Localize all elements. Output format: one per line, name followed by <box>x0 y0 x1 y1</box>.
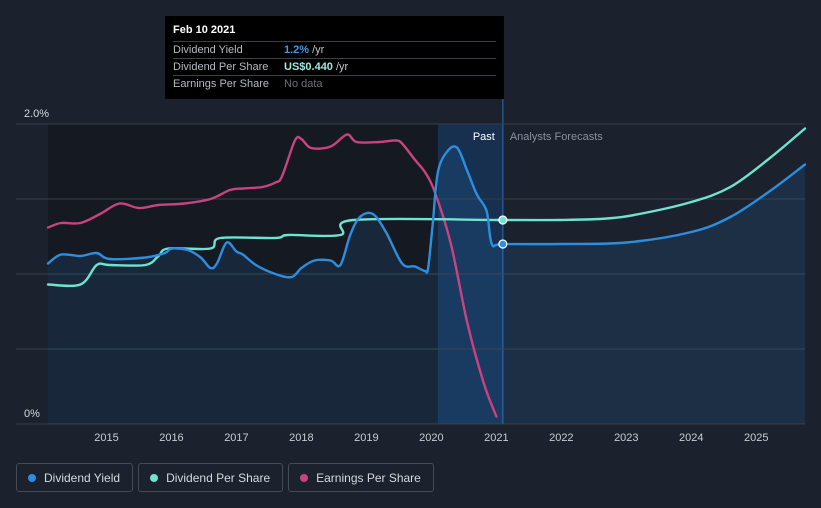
tooltip: Feb 10 2021 Dividend Yield 1.2% /yr Divi… <box>165 16 504 99</box>
series-marker <box>498 215 508 225</box>
tooltip-label: Dividend Yield <box>173 44 243 56</box>
x-tick-label: 2021 <box>484 432 508 444</box>
legend-item-earnings-per-share[interactable]: Earnings Per Share <box>288 463 434 492</box>
tooltip-label: Dividend Per Share <box>173 61 269 73</box>
dividend-yield-line <box>46 145 807 279</box>
x-tick-label: 2019 <box>354 432 378 444</box>
x-tick-label: 2016 <box>159 432 183 444</box>
legend-dot-icon <box>28 473 36 482</box>
dividend-yield-area <box>48 146 805 424</box>
legend-item-dividend-per-share[interactable]: Dividend Per Share <box>138 463 284 492</box>
legend-dot-icon <box>300 473 309 482</box>
legend-label: Dividend Per Share <box>166 470 271 485</box>
y-tick-label: 0% <box>24 408 40 420</box>
y-tick-label: 2.0% <box>24 108 49 120</box>
chart-axis-layer: 2.0% 0% 2015 2016 2017 2018 2019 2020 2021 2022 20… <box>24 108 769 444</box>
tooltip-value: US$0.440 <box>284 61 333 73</box>
legend-item-dividend-yield[interactable]: Dividend Yield <box>16 463 134 492</box>
x-tick-label: 2017 <box>224 432 248 444</box>
tooltip-unit: /yr <box>335 61 349 73</box>
tooltip-unit: /yr <box>312 44 325 56</box>
x-tick-label: 2018 <box>289 432 313 444</box>
legend-label: Earnings Per Share <box>316 470 421 485</box>
chart-area-layer <box>48 146 805 424</box>
tooltip-row-earnings-per-share: Earnings Per Share No data <box>173 75 496 92</box>
x-tick-label: 2015 <box>94 432 118 444</box>
series-marker <box>498 239 508 249</box>
chart-grid <box>16 123 805 425</box>
dividend-per-share-line <box>46 127 807 288</box>
tooltip-date: Feb 10 2021 <box>173 24 236 36</box>
x-tick-label: 2020 <box>419 432 443 444</box>
legend-label: Dividend Yield <box>44 470 121 485</box>
x-tick-label: 2023 <box>614 432 638 444</box>
x-tick-label: 2025 <box>744 432 768 444</box>
legend: Dividend Yield Dividend Per Share Earnin… <box>16 463 434 492</box>
x-tick-label: 2024 <box>679 432 703 444</box>
tooltip-value: 1.2% <box>284 44 310 56</box>
legend-dot-icon <box>150 473 159 482</box>
past-label: Past <box>473 131 495 143</box>
x-tick-label: 2022 <box>549 432 573 444</box>
tooltip-label: Earnings Per Share <box>173 78 269 90</box>
tooltip-row-dividend-per-share: Dividend Per Share US$0.440 /yr <box>173 58 496 75</box>
chart-line-layer <box>46 127 807 418</box>
earnings-per-share-line <box>46 133 498 418</box>
tooltip-value: No data <box>284 78 323 90</box>
tooltip-row-dividend-yield: Dividend Yield 1.2% /yr <box>173 41 496 58</box>
chart-marker-layer <box>498 215 508 249</box>
forecast-label: Analysts Forecasts <box>510 131 603 143</box>
